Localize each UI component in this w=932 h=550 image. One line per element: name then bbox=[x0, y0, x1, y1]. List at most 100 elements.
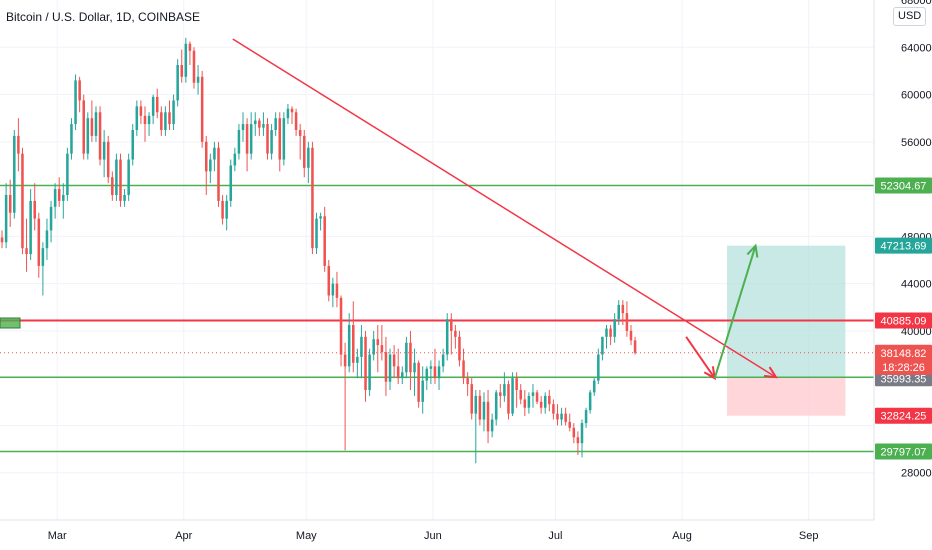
candle-body bbox=[106, 141, 110, 178]
candle bbox=[180, 49, 184, 83]
candle-body bbox=[119, 159, 122, 201]
candle bbox=[323, 206, 326, 272]
candle-body bbox=[462, 360, 465, 379]
candle-body bbox=[539, 401, 543, 408]
candle-body bbox=[429, 366, 433, 369]
candle-body bbox=[339, 297, 343, 355]
candle-body bbox=[41, 248, 45, 266]
candle bbox=[94, 106, 98, 142]
candle-body bbox=[331, 283, 335, 296]
candle bbox=[307, 141, 310, 184]
symbol-title[interactable]: Bitcoin / U.S. Dollar, 1D, COINBASE bbox=[6, 10, 201, 24]
candle-body bbox=[396, 366, 400, 379]
candle bbox=[213, 141, 216, 172]
candle bbox=[360, 325, 363, 379]
candle-body bbox=[327, 265, 331, 296]
candle bbox=[155, 88, 159, 119]
candle bbox=[494, 390, 498, 426]
candle bbox=[147, 112, 151, 136]
price-label-stop-text: 32824.25 bbox=[881, 411, 927, 423]
candle-body bbox=[135, 106, 139, 130]
candle bbox=[352, 301, 355, 373]
candle bbox=[588, 390, 592, 414]
candle bbox=[0, 230, 4, 249]
candle bbox=[450, 313, 453, 355]
candle bbox=[298, 124, 302, 160]
candle bbox=[388, 348, 392, 390]
time-axis[interactable]: Mar Apr May Jun Jul Aug Sep bbox=[48, 530, 819, 542]
price-level-lines bbox=[0, 184, 874, 453]
candle-body bbox=[360, 336, 363, 357]
candle bbox=[527, 392, 531, 414]
candle-body bbox=[53, 189, 57, 207]
candle-body bbox=[155, 96, 159, 113]
candle bbox=[209, 153, 212, 184]
candle-body bbox=[466, 378, 469, 385]
candle bbox=[339, 295, 343, 367]
candle bbox=[560, 407, 563, 426]
candle bbox=[433, 348, 437, 385]
candle-body bbox=[609, 328, 612, 337]
candle-body bbox=[548, 395, 551, 405]
candle bbox=[401, 366, 404, 385]
candle-body bbox=[523, 399, 527, 408]
y-tick-label: 64000.00 bbox=[901, 42, 932, 54]
price-label-extra-text: 35993.35 bbox=[881, 373, 927, 385]
collapsed-indicator-marker[interactable] bbox=[0, 317, 21, 329]
candle bbox=[356, 348, 359, 379]
candle bbox=[303, 130, 306, 178]
candle-body bbox=[17, 135, 20, 154]
candle bbox=[413, 348, 416, 396]
candle bbox=[270, 124, 273, 160]
y-tick-label: 60000.00 bbox=[901, 90, 932, 102]
candle bbox=[262, 112, 265, 136]
candle-body bbox=[486, 401, 490, 432]
candle bbox=[45, 218, 49, 260]
candle-body bbox=[621, 304, 625, 314]
candle-body bbox=[21, 153, 24, 249]
candle bbox=[17, 118, 20, 172]
candle bbox=[217, 141, 220, 207]
candle bbox=[237, 124, 241, 160]
candle-body bbox=[417, 362, 420, 402]
candle bbox=[90, 100, 94, 142]
candle-body bbox=[560, 413, 563, 420]
candle bbox=[278, 112, 282, 172]
candle bbox=[21, 147, 24, 255]
arrow-up bbox=[713, 245, 757, 379]
candle-body bbox=[515, 378, 518, 390]
candle-body bbox=[102, 141, 106, 160]
candle bbox=[372, 330, 375, 361]
candle-body bbox=[343, 354, 347, 367]
candle bbox=[605, 325, 608, 349]
candle-body bbox=[172, 100, 175, 125]
candle bbox=[368, 348, 371, 396]
candle-body bbox=[433, 366, 437, 379]
candle-body bbox=[245, 124, 249, 154]
candle-body bbox=[111, 177, 114, 195]
candle bbox=[66, 147, 69, 201]
candle bbox=[384, 336, 388, 396]
candle-body bbox=[617, 304, 621, 320]
candle bbox=[57, 177, 61, 207]
price-label-support-bg bbox=[875, 177, 932, 194]
candle-body bbox=[49, 206, 53, 231]
candle bbox=[515, 372, 518, 408]
candle-body bbox=[568, 421, 571, 428]
position-zones bbox=[726, 245, 846, 416]
candle-body bbox=[94, 112, 98, 136]
candle bbox=[576, 431, 580, 455]
candle-body bbox=[290, 108, 294, 113]
candle bbox=[139, 100, 143, 125]
candle bbox=[633, 336, 637, 355]
candle-body bbox=[45, 230, 49, 249]
currency-badge[interactable]: USD bbox=[893, 7, 927, 26]
candle bbox=[241, 112, 245, 142]
candle bbox=[564, 407, 567, 426]
x-tick-label: Sep bbox=[799, 530, 819, 542]
candle bbox=[115, 153, 118, 201]
candle bbox=[474, 390, 478, 464]
candle-body bbox=[78, 80, 81, 101]
candle-body bbox=[470, 384, 473, 414]
